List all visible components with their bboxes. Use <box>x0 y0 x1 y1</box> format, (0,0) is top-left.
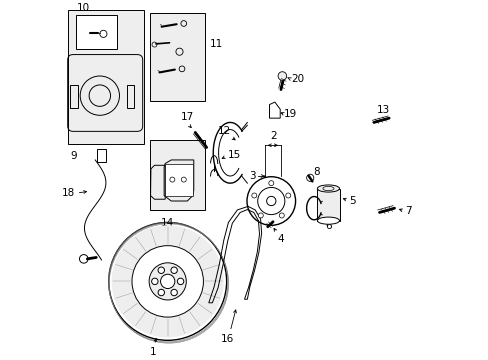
Ellipse shape <box>317 185 339 192</box>
Circle shape <box>132 246 203 317</box>
Circle shape <box>111 225 224 337</box>
Text: 20: 20 <box>290 74 304 84</box>
Text: 1: 1 <box>149 347 156 357</box>
Circle shape <box>251 193 256 198</box>
Bar <box>76 15 117 49</box>
Bar <box>317 189 339 221</box>
Circle shape <box>258 213 263 218</box>
Circle shape <box>279 213 284 218</box>
Circle shape <box>151 278 158 285</box>
Text: 9: 9 <box>70 151 77 161</box>
Bar <box>67 10 144 144</box>
Circle shape <box>149 263 186 300</box>
Text: 17: 17 <box>181 112 194 122</box>
Bar <box>149 140 205 210</box>
Circle shape <box>268 181 273 186</box>
Text: 2: 2 <box>269 131 276 141</box>
Circle shape <box>171 289 177 296</box>
Bar <box>70 85 78 108</box>
Text: 4: 4 <box>277 234 284 244</box>
Text: 11: 11 <box>209 39 223 49</box>
Text: 7: 7 <box>405 206 411 216</box>
Bar <box>126 85 134 108</box>
Text: 14: 14 <box>161 218 174 228</box>
Bar <box>149 13 205 101</box>
Circle shape <box>158 267 164 274</box>
Circle shape <box>278 72 286 80</box>
Ellipse shape <box>317 217 339 224</box>
Circle shape <box>266 196 275 206</box>
Text: 15: 15 <box>227 150 241 160</box>
Text: 18: 18 <box>61 188 75 198</box>
Text: 5: 5 <box>348 196 355 206</box>
Text: 6: 6 <box>325 221 331 231</box>
Text: 16: 16 <box>221 334 234 344</box>
Circle shape <box>285 193 290 198</box>
Text: 19: 19 <box>283 108 296 118</box>
Circle shape <box>108 222 226 340</box>
Circle shape <box>160 274 175 288</box>
Text: 3: 3 <box>249 171 255 181</box>
Circle shape <box>177 278 183 285</box>
Circle shape <box>158 289 164 296</box>
Circle shape <box>171 267 177 274</box>
Text: 10: 10 <box>77 4 90 13</box>
Bar <box>97 149 106 162</box>
Text: 13: 13 <box>376 105 389 115</box>
Text: 8: 8 <box>312 167 319 177</box>
Text: 12: 12 <box>217 126 230 136</box>
Bar <box>165 163 193 195</box>
